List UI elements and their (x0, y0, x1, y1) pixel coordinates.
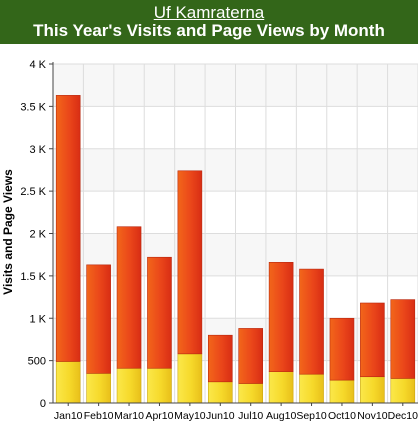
bar-visits-dec10 (390, 378, 416, 404)
bar-pageviews-dec10 (390, 299, 416, 379)
bar-pageviews-mar10 (116, 226, 142, 369)
bar-visits-sep10 (299, 373, 324, 404)
bar-pageviews-oct10 (329, 317, 355, 381)
bar-visits-oct10 (329, 379, 355, 404)
bar-pageviews-nov10 (360, 302, 385, 378)
y-tick-label: 1.5 K (20, 271, 46, 283)
y-tick-label: 500 (28, 356, 46, 368)
y-tick-label: 3 K (29, 144, 46, 156)
bar-visits-aug10 (268, 371, 294, 404)
x-tick-label: Jun10 (206, 410, 235, 422)
bar-pageviews-feb10 (86, 264, 111, 374)
x-tick-label: Oct10 (328, 410, 356, 422)
bar-visits-jun10 (207, 381, 233, 404)
bar-pageviews-jul10 (238, 328, 264, 384)
chart-header: Uf Kamraterna This Year's Visits and Pag… (0, 0, 418, 44)
grid-lines (52, 63, 418, 404)
bar-pageviews-aug10 (268, 262, 294, 372)
bar-pageviews-jan10 (55, 95, 81, 362)
x-tick-label: Jul10 (238, 410, 263, 422)
x-tick-label: Feb10 (84, 410, 114, 422)
y-axis-label: Visits and Page Views (1, 169, 15, 295)
y-tick-label: 2 K (29, 229, 46, 241)
bars (55, 95, 416, 404)
x-tick-labels: Jan10 Feb10 Mar10 Apr10 May10 Jun10 Jul10 Aug10… (54, 410, 418, 422)
x-tick-label: Mar10 (114, 410, 144, 422)
x-tick-label: Jan10 (54, 410, 83, 422)
axes (49, 62, 418, 406)
bar-pageviews-jun10 (207, 334, 233, 383)
y-tick-label: 4 K (29, 59, 46, 71)
site-name-link[interactable]: Uf Kamraterna (153, 3, 265, 22)
y-tick-label: 0 (40, 398, 46, 410)
bar-visits-nov10 (360, 376, 385, 404)
bar-pageviews-sep10 (299, 268, 324, 375)
bar-visits-mar10 (116, 367, 142, 404)
bar-visits-jan10 (55, 361, 81, 404)
bar-visits-feb10 (86, 373, 111, 404)
x-tick-label: Aug10 (266, 410, 297, 422)
x-tick-label: Dec10 (388, 410, 418, 422)
bar-visits-may10 (177, 353, 203, 404)
x-tick-label: Nov10 (357, 410, 388, 422)
x-tick-label: Sep10 (296, 410, 327, 422)
y-tick-label: 2.5 K (20, 186, 46, 198)
bar-pageviews-may10 (177, 170, 203, 355)
y-tick-label: 1 K (29, 313, 46, 325)
chart-title: This Year's Visits and Page Views by Mon… (33, 21, 385, 40)
bar-pageviews-apr10 (147, 256, 172, 369)
x-tick-label: May10 (174, 410, 206, 422)
bar-visits-apr10 (147, 367, 172, 404)
bar-visits-jul10 (238, 383, 264, 404)
x-tick-label: Apr10 (145, 410, 173, 422)
y-tick-label: 3.5 K (20, 101, 46, 113)
y-tick-labels: 0 500 1 K 1.5 K 2 K 2.5 K 3 K 3.5 K 4 K (20, 59, 46, 410)
